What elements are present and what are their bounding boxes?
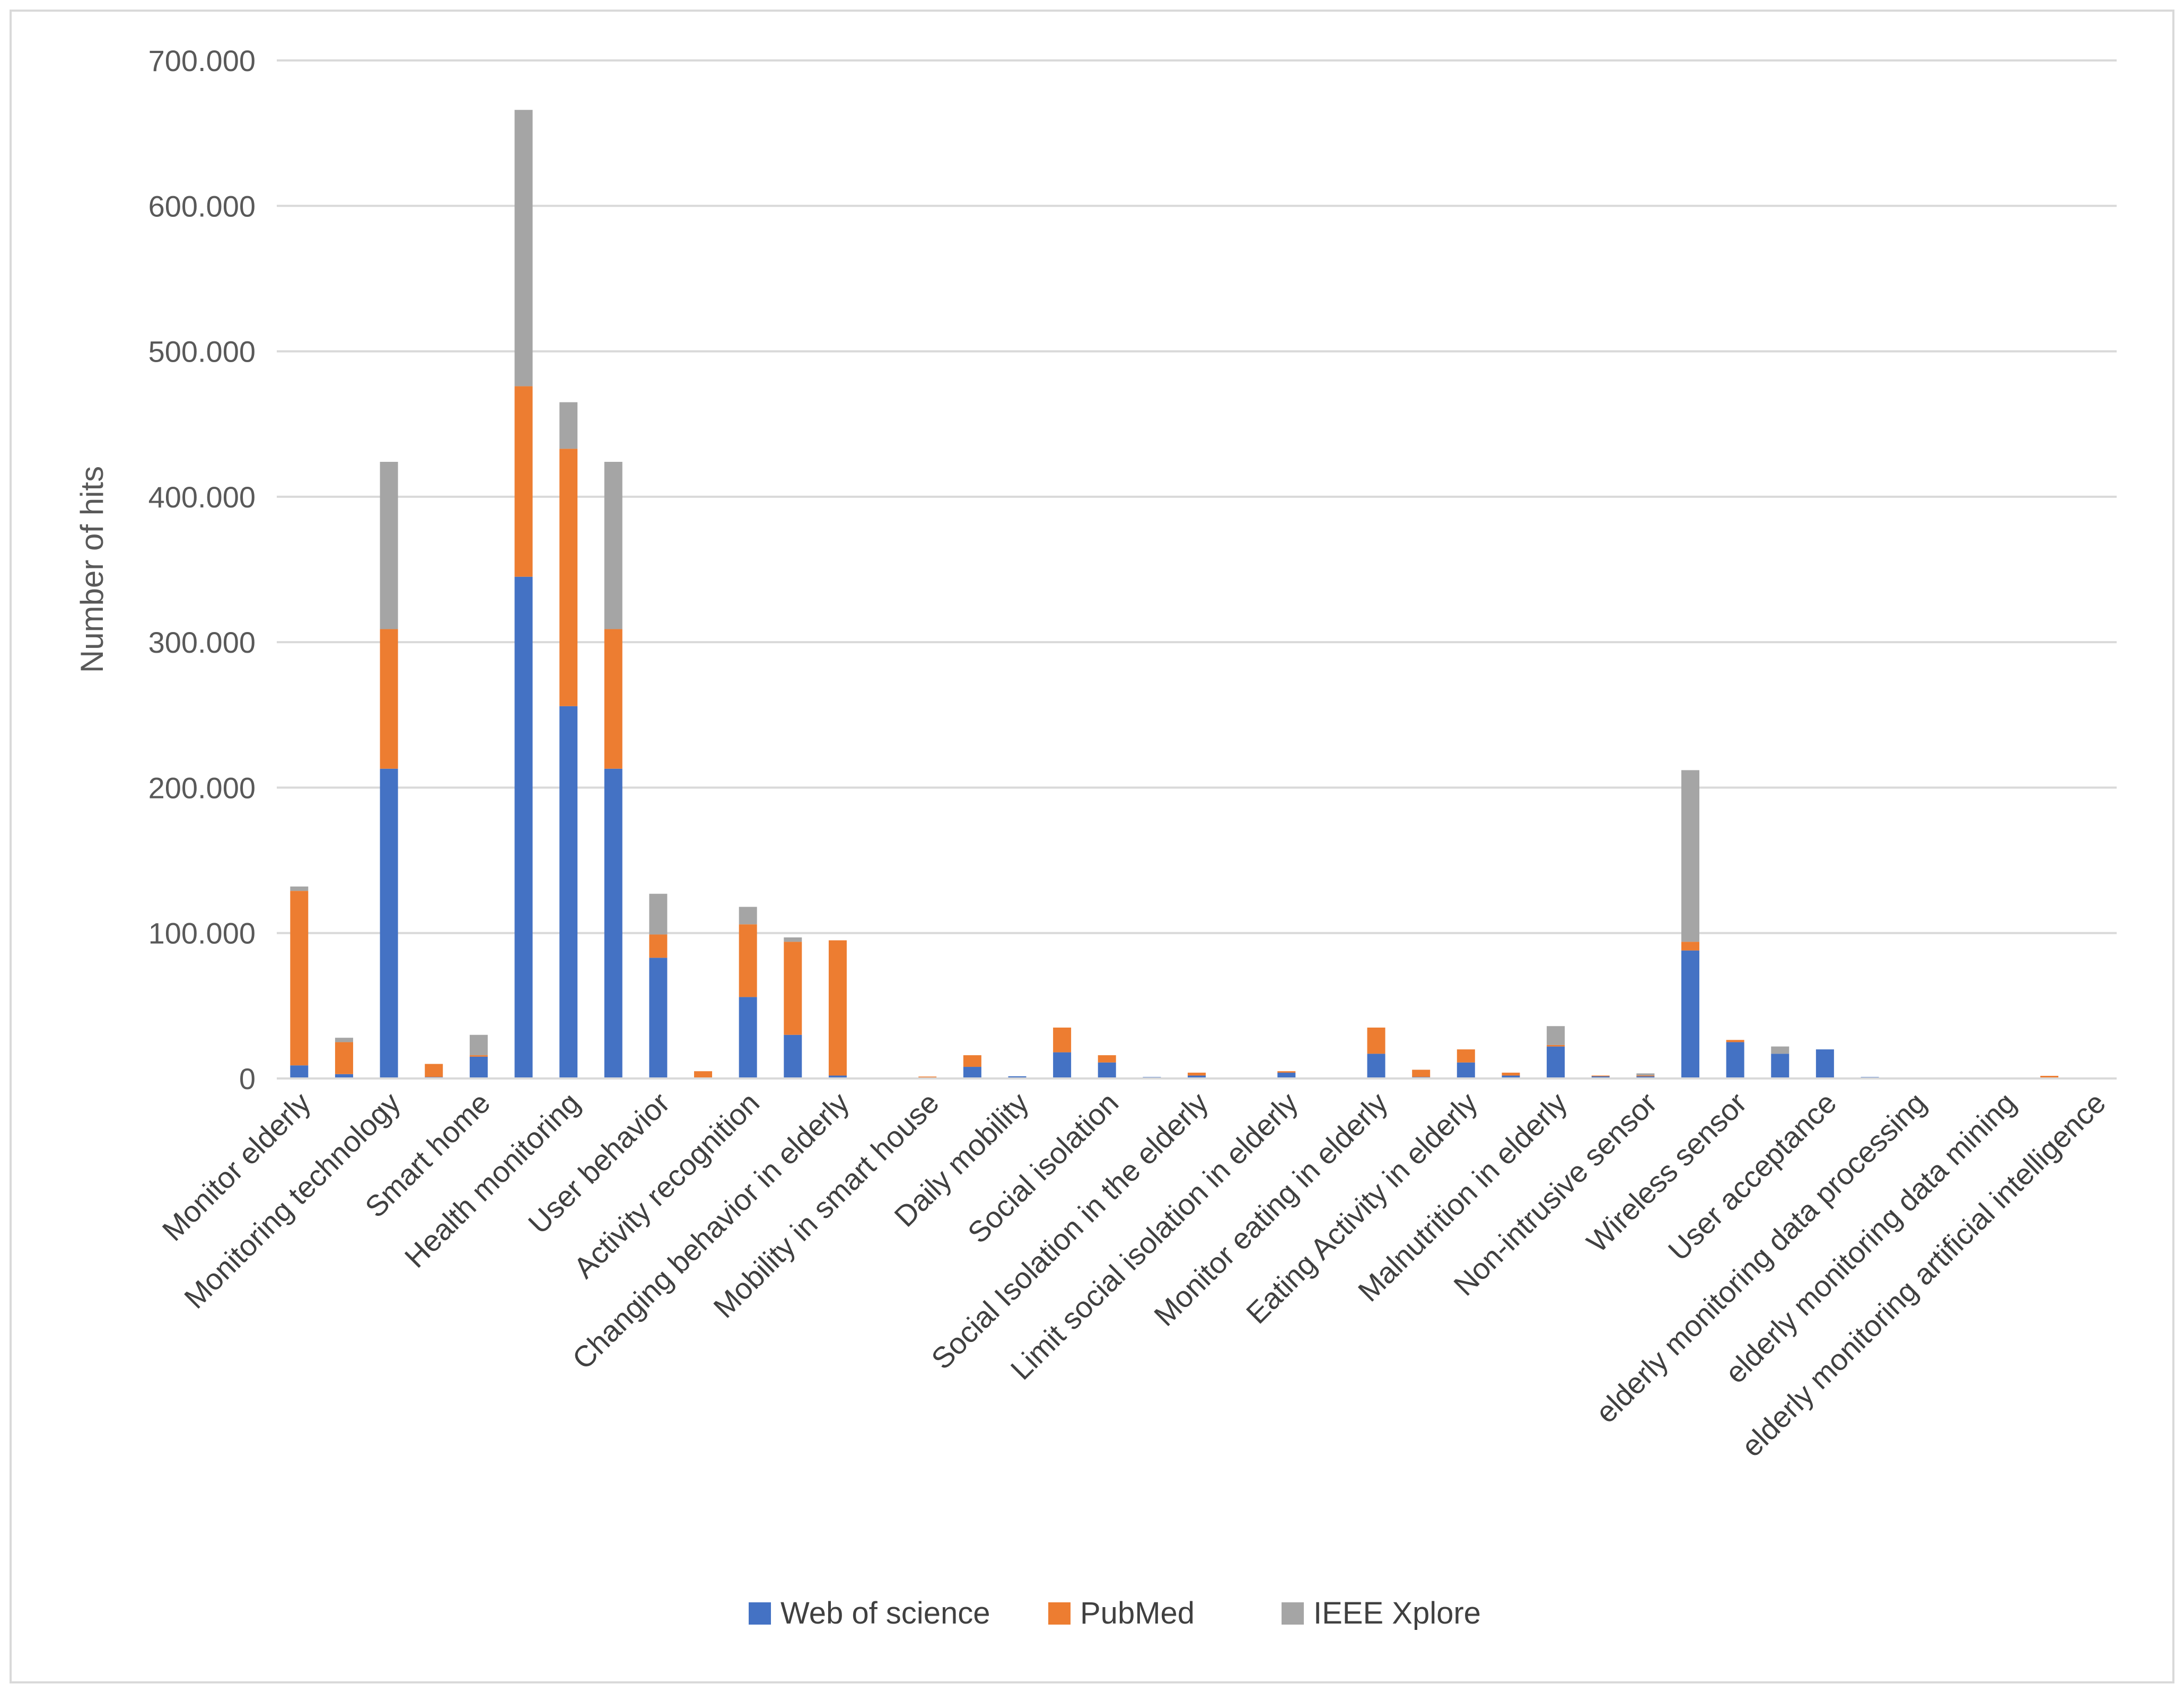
bar-segment-pubmed (1457, 1049, 1475, 1063)
bar-segment-web-of-science (828, 1075, 847, 1078)
bar-segment-web-of-science (739, 997, 757, 1078)
bar-segment-pubmed (425, 1064, 443, 1077)
y-tick-label: 600.000 (148, 189, 256, 223)
bar-segment-web-of-science (1636, 1076, 1655, 1078)
legend-swatch (749, 1602, 771, 1625)
y-tick-label: 0 (239, 1062, 256, 1095)
bar-segment-pubmed (1188, 1073, 1206, 1076)
bar-segment-pubmed (1681, 942, 1699, 951)
x-category-label: User acceptance (1662, 1086, 1843, 1267)
bars (290, 110, 2103, 1079)
bar-segment-web-of-science (1726, 1042, 1744, 1078)
bar-segment-ieee-xplore (1636, 1073, 1655, 1076)
legend: Web of science PubMed IEEE Xplore (749, 1596, 1481, 1630)
bar-segment-web-of-science (1053, 1052, 1072, 1078)
bar-segment-pubmed (1726, 1040, 1744, 1042)
bar-segment-pubmed (784, 942, 802, 1035)
bar-segment-web-of-science (1771, 1054, 1790, 1078)
bar-segment-web-of-science (1098, 1062, 1116, 1078)
bar-segment-web-of-science (649, 958, 668, 1078)
bar-segment-web-of-science (604, 768, 622, 1078)
bar-segment-pubmed (828, 940, 847, 1076)
bar-segment-pubmed (918, 1076, 937, 1078)
bar-segment-pubmed (1277, 1071, 1296, 1073)
bar-segment-web-of-science (1188, 1075, 1206, 1078)
x-category-label: Wireless sensor (1580, 1086, 1753, 1259)
bar-segment-web-of-science (1367, 1054, 1385, 1078)
bar-segment-ieee-xplore (335, 1038, 353, 1042)
legend-swatch (1048, 1602, 1071, 1625)
bar-segment-web-of-science (290, 1065, 309, 1078)
bar-segment-pubmed (649, 934, 668, 958)
bar-segment-web-of-science (514, 576, 533, 1078)
y-tick-label: 400.000 (148, 480, 256, 514)
bar-segment-pubmed (1053, 1028, 1072, 1052)
y-tick-label: 200.000 (148, 771, 256, 804)
bar-segment-pubmed (290, 891, 309, 1066)
bar-segment-web-of-science (1547, 1046, 1565, 1078)
bar-segment-pubmed (1547, 1045, 1565, 1047)
bar-segment-ieee-xplore (1771, 1046, 1790, 1054)
bar-segment-web-of-science (1815, 1049, 1834, 1078)
chart-frame: 0 100.000 200.000 300.000 400.000 500.000 600.… (10, 10, 2174, 1683)
bar-segment-web-of-science (335, 1074, 353, 1078)
bar-segment-web-of-science (1681, 950, 1699, 1078)
bar-segment-web-of-science (963, 1067, 981, 1078)
bar-segment-pubmed (1367, 1028, 1385, 1054)
bar-segment-pubmed (1098, 1055, 1116, 1063)
y-axis-tick-labels: 0 100.000 200.000 300.000 400.000 500.000 600.… (148, 44, 256, 1095)
bar-segment-pubmed (694, 1071, 713, 1078)
bar-segment-pubmed (1412, 1069, 1431, 1077)
bar-segment-ieee-xplore (559, 402, 578, 449)
bar-segment-ieee-xplore (514, 110, 533, 387)
bar-segment-pubmed (2040, 1076, 2059, 1078)
y-tick-label: 500.000 (148, 335, 256, 369)
bar-segment-ieee-xplore (290, 886, 309, 891)
bar-segment-pubmed (335, 1042, 353, 1074)
bar-segment-web-of-science (1277, 1073, 1296, 1078)
gridlines (277, 59, 2117, 934)
bar-segment-ieee-xplore (1681, 770, 1699, 942)
bar-segment-pubmed (1591, 1075, 1610, 1077)
bar-segment-ieee-xplore (380, 462, 398, 629)
bar-segment-pubmed (559, 449, 578, 706)
bar-segment-ieee-xplore (739, 907, 757, 925)
bar-segment-web-of-science (380, 768, 398, 1078)
bar-segment-pubmed (604, 629, 622, 769)
bar-segment-web-of-science (469, 1056, 488, 1078)
bar-segment-web-of-science (1008, 1076, 1027, 1078)
legend-swatch (1282, 1602, 1304, 1625)
bar-segment-pubmed (1636, 1075, 1655, 1077)
x-category-label: elderly monitoring data processing (1589, 1086, 1933, 1429)
bar-segment-pubmed (380, 629, 398, 769)
bar-segment-ieee-xplore (649, 893, 668, 935)
bar-segment-ieee-xplore (784, 937, 802, 942)
bar-segment-ieee-xplore (604, 462, 622, 629)
bar-segment-web-of-science (784, 1034, 802, 1078)
bar-segment-pubmed (1502, 1073, 1520, 1076)
stacked-bar-chart: 0 100.000 200.000 300.000 400.000 500.000 600.… (74, 44, 2117, 1630)
bar-segment-web-of-science (1457, 1062, 1475, 1078)
bar-segment-pubmed (514, 386, 533, 577)
bar-segment-pubmed (469, 1055, 488, 1057)
legend-label: IEEE Xplore (1313, 1596, 1481, 1630)
legend-label: Web of science (780, 1596, 990, 1630)
bar-segment-web-of-science (1502, 1075, 1520, 1078)
bar-segment-ieee-xplore (1547, 1026, 1565, 1045)
y-tick-label: 300.000 (148, 626, 256, 659)
bar-segment-web-of-science (559, 706, 578, 1078)
bar-segment-pubmed (739, 924, 757, 997)
x-category-label: Social isolation (961, 1086, 1125, 1250)
y-tick-label: 100.000 (148, 917, 256, 950)
y-tick-label: 700.000 (148, 44, 256, 77)
bar-segment-ieee-xplore (469, 1034, 488, 1056)
y-axis-title: Number of hits (74, 466, 110, 673)
bar-segment-pubmed (963, 1055, 981, 1067)
legend-label: PubMed (1080, 1596, 1195, 1630)
bar-segment-web-of-science (1591, 1076, 1610, 1078)
